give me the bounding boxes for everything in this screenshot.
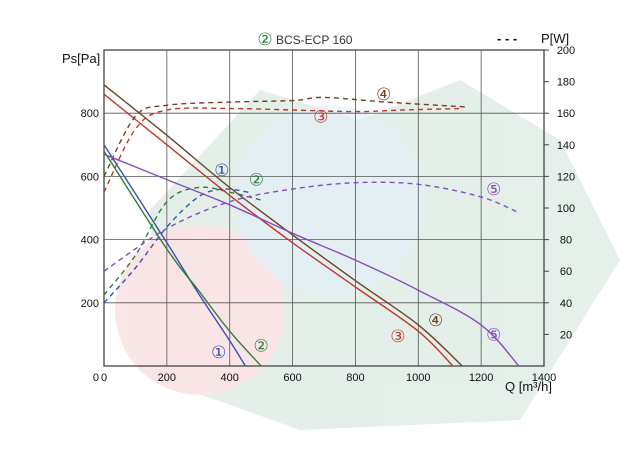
x-tick-label: 1000 [406, 372, 430, 384]
x-tick-label: 400 [221, 372, 239, 384]
y-axis-label: Ps[Pa] [62, 51, 100, 66]
y2-tick-label: 100 [557, 203, 575, 215]
y-tick-label: 200 [81, 298, 99, 310]
pressure-curve-2 [103, 150, 262, 367]
pressure-curve-label-5: ⑤ [486, 325, 501, 344]
pressure-curve-4 [103, 84, 463, 367]
power-curve-label-5: ⑤ [486, 180, 501, 199]
pressure-curve-label-4: ④ [428, 311, 443, 330]
y2-tick-label: 160 [557, 108, 575, 120]
y2-tick-label: 200 [557, 45, 575, 57]
pressure-curve-1 [103, 144, 246, 367]
pressure-curve-label-3: ③ [390, 327, 405, 346]
y-tick-label: 0 [93, 372, 99, 384]
y2-legend-symbol: - - - [497, 31, 517, 46]
pressure-curve-label-2: ② [254, 336, 269, 355]
y2-tick-label: 40 [560, 298, 572, 310]
y2-axis-label: P[W] [541, 31, 569, 46]
y2-tick-label: 140 [557, 140, 575, 152]
y2-tick-label: 80 [560, 235, 572, 247]
x-tick-label: 200 [158, 372, 176, 384]
power-curve-4 [103, 96, 466, 177]
power-curve-label-3: ③ [313, 107, 328, 126]
power-curve-label-1: ① [214, 161, 229, 180]
axes: 0 200 400 600 800 1000 1200 1400 200 400 600 800 0 20… [81, 45, 576, 384]
y2-tick-label: 60 [560, 266, 572, 278]
curves [103, 84, 520, 367]
y2-tick-label: 20 [560, 329, 572, 341]
power-curve-label-4: ④ [376, 85, 391, 104]
x-tick-label: 800 [346, 372, 364, 384]
x-tick-label: 0 [101, 372, 107, 384]
y-tick-label: 400 [81, 235, 99, 247]
curve-labels: ① ① ② ② ③ ③ ④ ④ ⑤ ⑤ [211, 85, 501, 362]
chart-title-marker: ② [257, 30, 272, 49]
pressure-curve-5 [103, 153, 520, 367]
y-tick-label: 800 [81, 108, 99, 120]
power-curve-1 [103, 188, 249, 304]
power-curve-2 [103, 186, 262, 296]
x-axis-label: Q [m³/h] [505, 379, 552, 394]
power-curve-5 [103, 181, 520, 272]
x-tick-label: 1400 [532, 372, 556, 384]
pressure-curve-3 [103, 93, 454, 367]
power-curve-label-2: ② [249, 171, 264, 190]
y-tick-label: 600 [81, 171, 99, 183]
pressure-curve-label-1: ① [211, 343, 226, 362]
watermark-logo [115, 80, 620, 430]
y2-tick-label: 120 [557, 171, 575, 183]
y2-tick-label: 180 [557, 77, 575, 89]
chart-title: BCS-ECP 160 [276, 33, 353, 47]
power-curve-3 [103, 107, 463, 193]
x-tick-label: 600 [283, 372, 301, 384]
x-tick-label: 1200 [469, 372, 493, 384]
